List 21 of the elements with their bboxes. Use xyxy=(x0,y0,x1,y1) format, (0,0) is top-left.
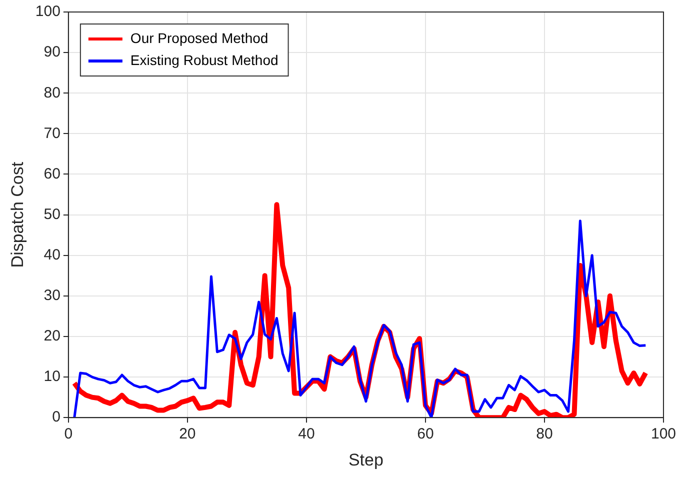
y-tick-label: 30 xyxy=(44,287,60,304)
x-tick-label: 80 xyxy=(536,426,553,443)
x-axis-title: Step xyxy=(348,450,384,470)
x-tick-label: 40 xyxy=(298,426,315,443)
x-tick-label: 20 xyxy=(179,426,196,443)
y-axis-title: Dispatch Cost xyxy=(8,162,27,268)
y-tick-label: 10 xyxy=(44,368,60,386)
y-tick-label: 90 xyxy=(44,44,60,61)
legend-label: Existing Robust Method xyxy=(130,52,278,68)
x-tick-label: 0 xyxy=(64,426,73,443)
x-tick-label: 100 xyxy=(650,426,676,443)
y-tick-label: 40 xyxy=(44,246,60,264)
y-tick-label: 20 xyxy=(44,328,60,345)
y-tick-label: 100 xyxy=(35,3,60,20)
y-tick-label: 50 xyxy=(44,206,60,223)
x-tick-label: 60 xyxy=(417,426,434,443)
y-tick-label: 60 xyxy=(44,165,60,182)
y-tick-label: 0 xyxy=(52,408,60,426)
legend-label: Our Proposed Method xyxy=(130,30,268,46)
y-tick-label: 70 xyxy=(44,124,60,142)
y-tick-label: 80 xyxy=(44,84,60,102)
